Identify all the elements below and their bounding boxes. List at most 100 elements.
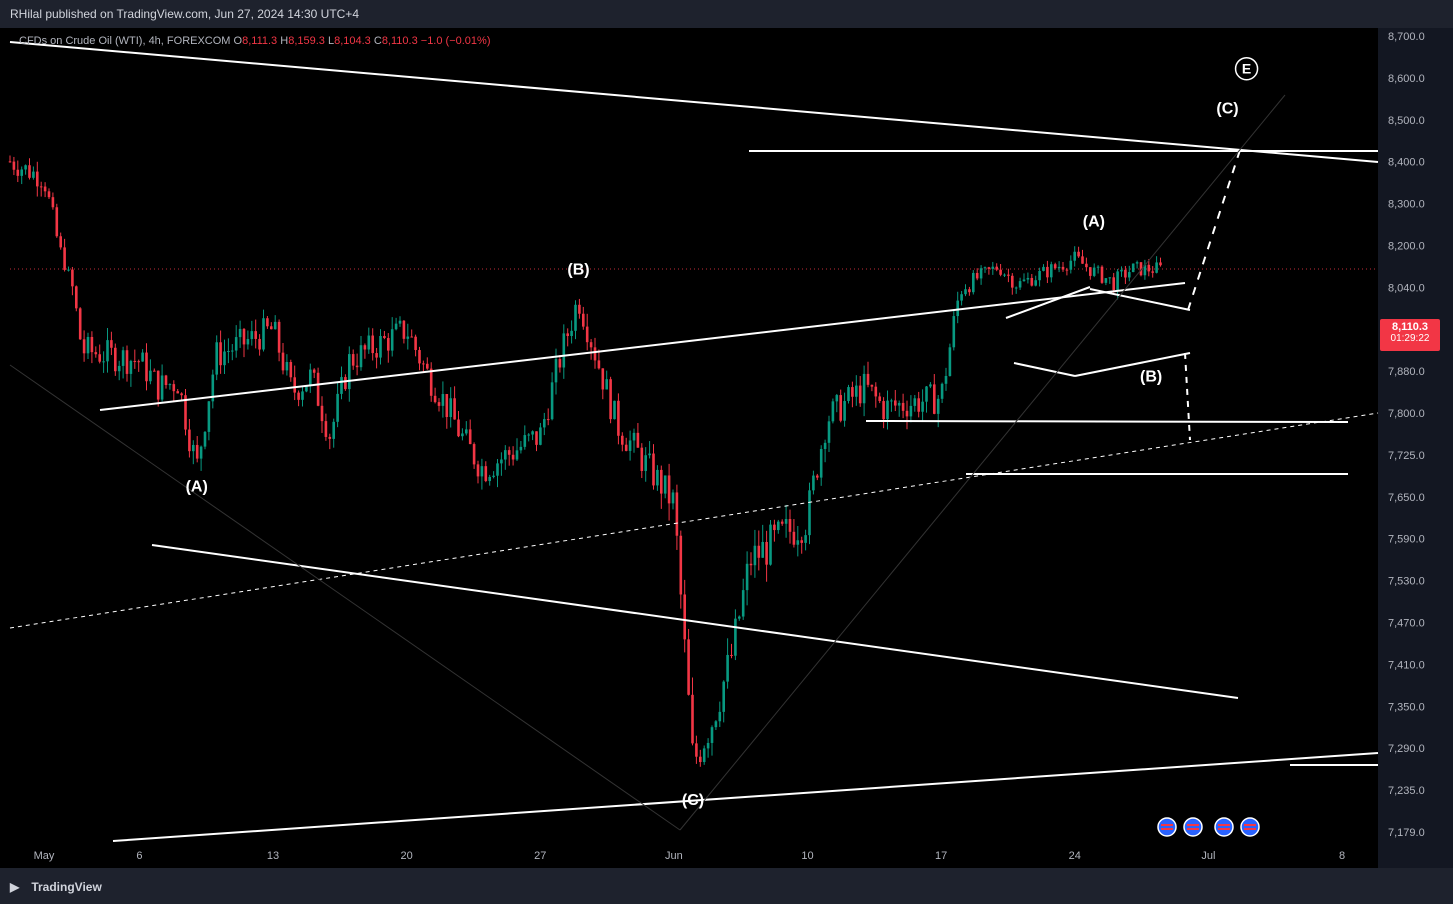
candle-body — [188, 429, 191, 452]
candle-body — [663, 475, 667, 494]
candle-body — [558, 359, 562, 368]
x-tick-label: Jul — [1201, 850, 1215, 862]
candle-body — [636, 432, 640, 448]
candle-body — [968, 289, 971, 293]
candle-body — [901, 402, 905, 411]
descending-resistance-line — [9, 41, 1379, 163]
candle-body — [687, 639, 690, 695]
candle-body — [652, 453, 655, 486]
candle-body — [874, 386, 878, 397]
candle-body — [730, 654, 733, 656]
candle-body — [328, 436, 332, 439]
candle-body — [960, 294, 963, 301]
candle-body — [110, 340, 113, 348]
footer-bar — [0, 868, 1453, 904]
candle-body — [262, 318, 265, 350]
candle-body — [574, 304, 577, 331]
candle-body — [363, 345, 367, 350]
candle-body — [543, 419, 546, 428]
wave-label: (B) — [1140, 369, 1162, 386]
y-tick-label: 8,600.0 — [1388, 73, 1425, 85]
candle-body — [644, 455, 647, 471]
candle-body — [660, 469, 663, 494]
symbol-name: CFDs on Crude Oil (WTI), 4h, FOREXCOM — [19, 35, 231, 47]
candle-body — [683, 594, 686, 640]
candle-body — [312, 369, 316, 373]
candle-body — [320, 405, 324, 422]
publisher-text: RHilal published on TradingView.com, Jun… — [10, 7, 359, 21]
wave-e-circle — [1234, 56, 1259, 81]
candle-body — [39, 186, 43, 188]
candle-body — [894, 400, 897, 406]
tradingview-logo[interactable]: ▶ TradingView — [10, 880, 102, 894]
candle-body — [258, 338, 261, 350]
candle-body — [1112, 277, 1115, 291]
candle-body — [445, 394, 449, 418]
chart-area[interactable] — [10, 28, 1378, 868]
candle-body — [593, 347, 597, 361]
candle-body — [141, 352, 144, 362]
candle-body — [995, 266, 998, 270]
candle-body — [133, 360, 137, 362]
candle-body — [519, 446, 523, 451]
candle-body — [605, 379, 608, 390]
candle-body — [1077, 251, 1080, 257]
candle-body — [944, 375, 948, 384]
candle-body — [1139, 262, 1143, 276]
candle-body — [1128, 272, 1131, 278]
candle-body — [199, 446, 203, 459]
candle-body — [554, 359, 558, 383]
candle-body — [332, 421, 335, 439]
candle-body — [1034, 280, 1037, 286]
guide-line-a — [9, 364, 681, 831]
candle-body — [940, 383, 944, 399]
price-axis[interactable] — [1378, 28, 1453, 868]
candle-body — [1057, 266, 1061, 269]
candle-body — [741, 590, 745, 617]
candle-body — [98, 354, 101, 362]
candle-body — [227, 350, 230, 352]
x-tick-label: 13 — [267, 850, 279, 862]
candle-body — [1069, 260, 1073, 270]
candle-body — [476, 464, 480, 477]
candle-body — [987, 267, 991, 269]
candle-body — [695, 743, 698, 757]
candle-body — [121, 350, 125, 366]
candle-body — [511, 454, 515, 460]
flag-stripe — [1187, 828, 1199, 830]
candle-body — [20, 169, 23, 176]
candle-body — [433, 395, 437, 403]
candle-body — [1116, 271, 1119, 291]
candle-body — [238, 328, 242, 338]
candle-body — [398, 320, 402, 324]
candle-body — [546, 419, 550, 421]
candle-body — [254, 331, 257, 339]
y-tick-label: 7,530.0 — [1388, 576, 1425, 588]
projection-dash-up — [1187, 149, 1241, 311]
candle-body — [613, 400, 616, 420]
us-flag-event-icon — [1240, 817, 1260, 837]
us-flag-event-icon — [1157, 817, 1177, 837]
us-flag-event-icon — [1214, 817, 1234, 837]
guide-line-b — [679, 94, 1286, 831]
candle-body — [418, 350, 421, 364]
candle-body — [839, 395, 842, 421]
candle-body — [535, 431, 538, 445]
y-tick-label: 7,470.0 — [1388, 618, 1425, 630]
triangle-upper-left — [1005, 286, 1091, 319]
candle-body — [699, 756, 702, 763]
candle-body — [972, 272, 975, 293]
candle-body — [679, 535, 683, 595]
wave-label: (B) — [567, 261, 589, 278]
close-value: 8,110.3 — [381, 35, 418, 47]
candle-body — [624, 444, 628, 451]
y-tick-label: 7,235.0 — [1388, 785, 1425, 797]
support-line-upper — [865, 420, 1349, 423]
candle-body — [234, 337, 238, 351]
candle-body — [176, 391, 179, 394]
y-tick-label: 7,725.0 — [1388, 450, 1425, 462]
upper-channel-line — [99, 282, 1186, 411]
candle-body — [437, 402, 441, 406]
candle-body — [1096, 266, 1100, 268]
